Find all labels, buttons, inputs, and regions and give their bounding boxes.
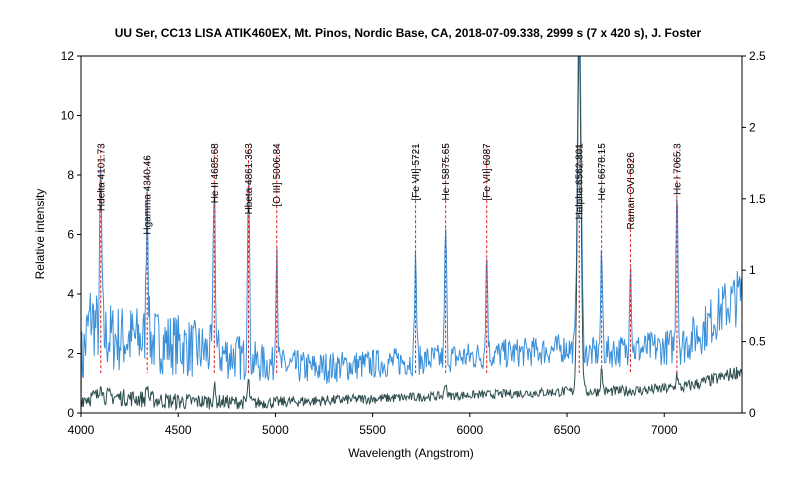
chart-title: UU Ser, CC13 LISA ATIK460EX, Mt. Pinos, … xyxy=(115,26,702,40)
y-right-tick-label-4: 2 xyxy=(749,120,756,134)
y-left-tick-label-3: 6 xyxy=(67,228,74,242)
marker-label-7: He I 5875.65 xyxy=(441,143,452,201)
x-axis-label: Wavelength (Angstrom) xyxy=(348,446,474,460)
x-axis: 4000 4500 5000 5500 6000 6500 7000 xyxy=(68,413,678,437)
x-tick-label-0: 4000 xyxy=(68,423,95,437)
y-left-tick-label-6: 12 xyxy=(61,49,75,63)
x-tick-label-1: 4500 xyxy=(165,423,192,437)
x-tick-label-3: 5500 xyxy=(359,423,386,437)
y-right-tick-label-1: 0.5 xyxy=(749,335,766,349)
marker-label-4: Hbeta 4861.363 xyxy=(244,143,255,215)
x-tick-label-6: 7000 xyxy=(651,423,678,437)
series-1-line xyxy=(81,56,742,408)
y-axis-left: 0 2 4 6 8 10 12 xyxy=(61,49,81,420)
marker-label-10: He I 6678.15 xyxy=(597,143,608,201)
marker-label-11: Raman OVI 6826 xyxy=(626,152,637,230)
x-tick-label-2: 5000 xyxy=(262,423,289,437)
y-left-tick-label-1: 2 xyxy=(67,347,74,361)
y-right-tick-label-2: 1 xyxy=(749,263,756,277)
y-axis-label: Relative intensity xyxy=(33,189,47,280)
marker-label-12: He I 7065.3 xyxy=(672,143,683,195)
y-axis-right: 0 0.5 1 1.5 2 2.5 xyxy=(742,49,766,420)
series-2-line xyxy=(81,56,742,412)
y-right-tick-label-5: 2.5 xyxy=(749,49,766,63)
y-right-tick-label-0: 0 xyxy=(749,406,756,420)
y-left-tick-label-4: 8 xyxy=(67,168,74,182)
marker-label-9: Halpha 6562.801 xyxy=(575,143,586,220)
marker-label-6: [Fe VII] 5721 xyxy=(411,143,422,201)
x-tick-label-5: 6500 xyxy=(554,423,581,437)
marker-label-5: [O III] 5006.84 xyxy=(272,143,283,207)
y-left-tick-label-5: 10 xyxy=(61,109,75,123)
marker-label-1: Hdelta 4101.73 xyxy=(96,143,107,211)
y-right-tick-label-3: 1.5 xyxy=(749,192,766,206)
y-left-tick-label-2: 4 xyxy=(67,287,74,301)
x-tick-label-4: 6000 xyxy=(456,423,483,437)
y-left-tick-label-0: 0 xyxy=(67,406,74,420)
marker-label-8: [Fe VII] 6087 xyxy=(482,143,493,201)
marker-label-3: He II 4685.68 xyxy=(210,143,221,203)
plot-area: Hdelta 4101.73 Hgamma 4340.46 He II 4685.6… xyxy=(80,55,743,414)
marker-label-2: Hgamma 4340.46 xyxy=(143,155,154,235)
